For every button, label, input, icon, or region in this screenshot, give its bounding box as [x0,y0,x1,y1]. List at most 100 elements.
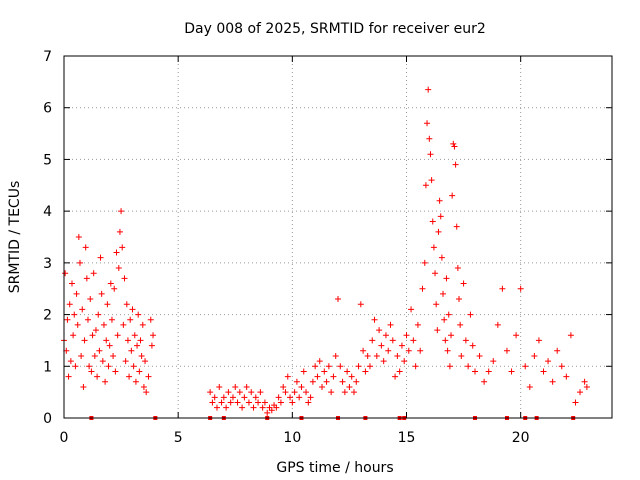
data-point [129,306,136,313]
data-point [443,275,450,282]
data-point [357,301,364,308]
data-point [428,177,435,184]
x-tick-label: 10 [283,430,301,446]
data-point [444,347,451,354]
data-point [450,140,457,147]
data-point [255,399,262,406]
data-point [362,368,369,375]
data-point [284,373,291,380]
data-point [257,389,264,396]
data-point [100,321,107,328]
data-point [401,358,408,365]
data-point [143,389,150,396]
data-point [503,347,510,354]
data-point [67,358,74,365]
data-point [462,337,469,344]
data-point [126,373,133,380]
data-point [90,270,97,277]
data-point [223,404,230,411]
data-point [216,383,223,390]
data-point [137,337,144,344]
axis-ticks: 0 5 10 15 20 0 1 2 3 4 5 6 7 [43,49,612,446]
data-point [563,373,570,380]
data-point [421,259,428,266]
data-point [132,378,139,385]
data-point [389,337,396,344]
data-point [252,394,259,401]
data-point [145,373,152,380]
data-point [441,316,448,323]
data-point [275,394,282,401]
data-point [229,394,236,401]
data-points [61,86,590,416]
data-point [107,280,114,287]
data-point [211,394,218,401]
data-point [472,368,478,375]
data-point [81,337,88,344]
data-point [328,389,335,396]
data-point [449,192,456,199]
data-point [321,368,328,375]
x-tick-label: 20 [512,430,530,446]
data-point [113,249,120,256]
data-point [225,389,232,396]
data-point [360,347,367,354]
y-tick-label: 6 [43,101,52,117]
y-tick-label: 3 [43,256,52,272]
data-point [394,352,401,359]
data-point [140,383,147,390]
data-point [526,383,533,390]
data-point [494,321,501,328]
data-point [92,327,99,334]
data-point [73,290,80,297]
data-point [119,244,126,251]
data-point [65,373,72,380]
data-point [116,228,123,235]
data-point [558,363,565,370]
data-point [392,373,399,380]
data-point [572,399,579,406]
data-point [79,306,86,313]
data-point [490,358,497,365]
data-point [341,389,348,396]
data-point [577,389,584,396]
data-point [316,358,323,365]
data-point [403,332,410,339]
data-point [91,352,98,359]
data-point [337,363,344,370]
data-point [427,151,434,158]
y-tick-label: 7 [43,49,52,65]
data-point [108,316,115,323]
data-point [513,332,520,339]
data-point [335,296,341,303]
data-point [121,275,128,282]
data-point [72,363,79,370]
data-point [398,342,405,349]
data-point [369,337,376,344]
data-point [118,208,125,215]
data-point [314,373,321,380]
data-point [323,378,330,385]
data-point [330,373,337,380]
data-point [110,352,117,359]
data-point [245,399,252,406]
data-point [120,321,127,328]
data-point [259,404,266,411]
data-point [71,311,78,318]
data-point [150,332,157,339]
data-point [82,244,89,251]
data-point [298,383,305,390]
data-point [481,378,488,385]
data-point [114,332,121,339]
x-tick-label: 5 [174,430,183,446]
data-point [66,301,73,308]
data-point [376,327,383,334]
data-point [293,378,300,385]
data-point [508,368,515,375]
data-point [106,342,113,349]
data-point [583,383,590,390]
y-tick-label: 4 [43,204,52,220]
data-point [142,358,149,365]
data-point [396,368,403,375]
